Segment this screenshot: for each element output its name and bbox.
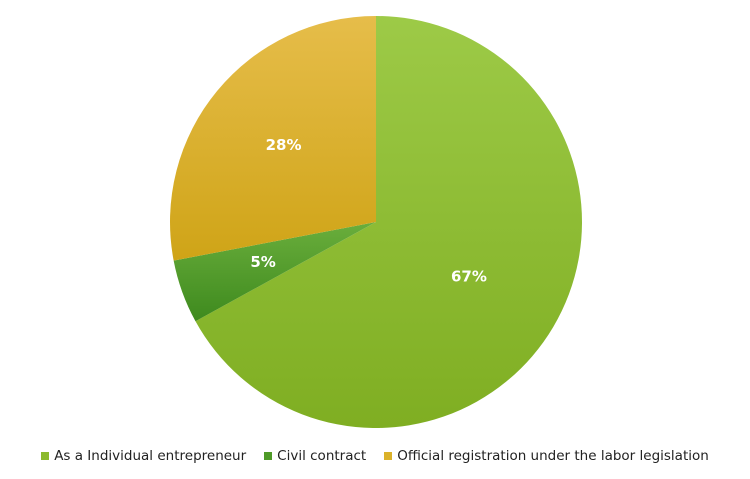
- legend-swatch: [264, 452, 273, 460]
- slice-individual-entrepreneur: [195, 16, 582, 428]
- legend-item-civil-contract: Civil contract: [264, 448, 366, 464]
- slice-official-registration: [169, 16, 376, 261]
- legend-swatch: [384, 452, 393, 460]
- legend-label: As a Individual entrepreneur: [54, 448, 247, 464]
- legend-item-official-registration: Official registration under the labor le…: [384, 448, 709, 464]
- slice-value-label: 28%: [266, 136, 302, 154]
- slice-value-label: 67%: [451, 267, 487, 285]
- slice-value-label: 5%: [250, 253, 275, 271]
- slice-civil-contract: [173, 222, 376, 322]
- legend-swatch: [41, 452, 50, 460]
- legend: As a Individual entrepreneur Civil contr…: [0, 448, 750, 464]
- legend-label: Official registration under the labor le…: [397, 448, 709, 464]
- legend-label: Civil contract: [277, 448, 367, 464]
- legend-item-individual-entrepreneur: As a Individual entrepreneur: [41, 448, 246, 464]
